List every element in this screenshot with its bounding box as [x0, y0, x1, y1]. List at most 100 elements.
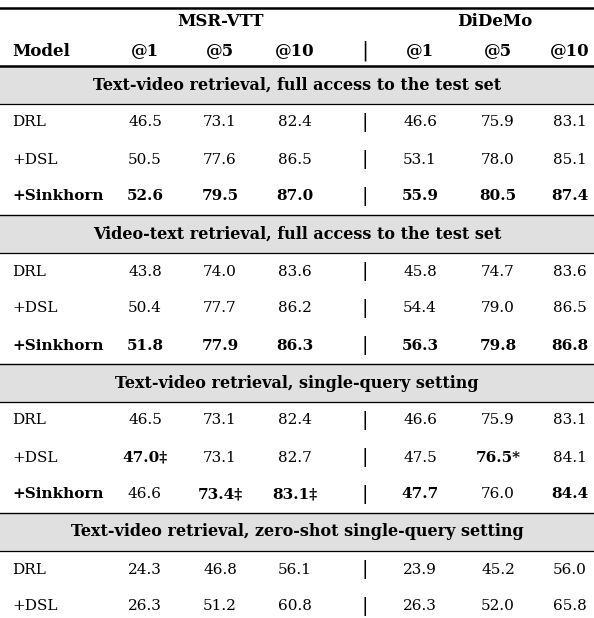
Text: 53.1: 53.1: [403, 153, 437, 166]
Text: 83.1: 83.1: [553, 413, 587, 428]
Text: 86.5: 86.5: [278, 153, 312, 166]
Text: 83.6: 83.6: [278, 265, 312, 279]
Text: @5: @5: [206, 43, 234, 59]
Text: 56.0: 56.0: [553, 562, 587, 577]
Bar: [0, 364, 594, 402]
Text: 46.6: 46.6: [128, 488, 162, 501]
Text: 86.5: 86.5: [553, 302, 587, 316]
Text: 54.4: 54.4: [403, 302, 437, 316]
Text: 52.6: 52.6: [127, 190, 163, 203]
Text: 86.2: 86.2: [278, 302, 312, 316]
Text: 47.5: 47.5: [403, 451, 437, 465]
Text: 87.4: 87.4: [551, 190, 589, 203]
Text: +Sinkhorn: +Sinkhorn: [12, 488, 103, 501]
Text: @10: @10: [550, 43, 590, 59]
Text: 56.3: 56.3: [402, 339, 438, 352]
Text: |: |: [362, 448, 368, 467]
Text: 47.0‡: 47.0‡: [122, 451, 168, 465]
Text: 43.8: 43.8: [128, 265, 162, 279]
Text: 85.1: 85.1: [553, 153, 587, 166]
Text: 47.7: 47.7: [402, 488, 438, 501]
Text: MSR-VTT: MSR-VTT: [177, 14, 263, 30]
Text: 50.5: 50.5: [128, 153, 162, 166]
Text: |: |: [362, 485, 368, 504]
Text: 45.8: 45.8: [403, 265, 437, 279]
Text: @1: @1: [406, 43, 434, 59]
Text: 46.6: 46.6: [403, 116, 437, 130]
Text: |: |: [362, 597, 368, 616]
Text: DRL: DRL: [12, 265, 46, 279]
Text: 80.5: 80.5: [479, 190, 517, 203]
Text: Text-video retrieval, zero-shot single-query setting: Text-video retrieval, zero-shot single-q…: [71, 523, 523, 541]
Text: 73.1: 73.1: [203, 413, 237, 428]
Text: |: |: [362, 411, 368, 430]
Bar: [0, 215, 594, 253]
Text: 60.8: 60.8: [278, 599, 312, 614]
Text: 23.9: 23.9: [403, 562, 437, 577]
Text: |: |: [361, 41, 368, 61]
Text: +DSL: +DSL: [12, 599, 58, 614]
Text: |: |: [362, 150, 368, 169]
Bar: [0, 66, 594, 104]
Text: 52.0: 52.0: [481, 599, 515, 614]
Text: 82.4: 82.4: [278, 413, 312, 428]
Text: 77.9: 77.9: [201, 339, 239, 352]
Text: 83.6: 83.6: [553, 265, 587, 279]
Text: |: |: [362, 299, 368, 318]
Text: 45.2: 45.2: [481, 562, 515, 577]
Text: 65.8: 65.8: [553, 599, 587, 614]
Text: Text-video retrieval, full access to the test set: Text-video retrieval, full access to the…: [93, 77, 501, 93]
Text: 82.7: 82.7: [278, 451, 312, 465]
Text: 56.1: 56.1: [278, 562, 312, 577]
Text: @1: @1: [131, 43, 159, 59]
Text: 51.2: 51.2: [203, 599, 237, 614]
Text: 84.4: 84.4: [551, 488, 589, 501]
Text: 79.0: 79.0: [481, 302, 515, 316]
Bar: [0, 513, 594, 551]
Text: +DSL: +DSL: [12, 302, 58, 316]
Text: +Sinkhorn: +Sinkhorn: [12, 339, 103, 352]
Text: |: |: [362, 336, 368, 355]
Text: 73.1: 73.1: [203, 451, 237, 465]
Text: 83.1: 83.1: [553, 116, 587, 130]
Text: Text-video retrieval, single-query setting: Text-video retrieval, single-query setti…: [115, 375, 479, 391]
Text: @10: @10: [275, 43, 315, 59]
Text: 50.4: 50.4: [128, 302, 162, 316]
Text: |: |: [362, 262, 368, 281]
Text: 79.5: 79.5: [201, 190, 239, 203]
Text: 51.8: 51.8: [127, 339, 163, 352]
Text: DRL: DRL: [12, 116, 46, 130]
Text: 55.9: 55.9: [402, 190, 438, 203]
Text: 74.7: 74.7: [481, 265, 515, 279]
Text: +DSL: +DSL: [12, 451, 58, 465]
Text: 74.0: 74.0: [203, 265, 237, 279]
Text: DiDeMo: DiDeMo: [457, 14, 533, 30]
Text: 82.4: 82.4: [278, 116, 312, 130]
Text: DRL: DRL: [12, 413, 46, 428]
Text: 46.5: 46.5: [128, 413, 162, 428]
Text: DRL: DRL: [12, 562, 46, 577]
Text: 46.5: 46.5: [128, 116, 162, 130]
Text: 83.1‡: 83.1‡: [273, 488, 318, 501]
Text: 77.7: 77.7: [203, 302, 237, 316]
Text: 78.0: 78.0: [481, 153, 515, 166]
Text: 84.1: 84.1: [553, 451, 587, 465]
Text: 76.5*: 76.5*: [476, 451, 520, 465]
Text: |: |: [362, 560, 368, 579]
Text: 46.6: 46.6: [403, 413, 437, 428]
Text: 24.3: 24.3: [128, 562, 162, 577]
Text: 73.1: 73.1: [203, 116, 237, 130]
Text: 86.8: 86.8: [551, 339, 589, 352]
Text: +Sinkhorn: +Sinkhorn: [12, 190, 103, 203]
Text: 75.9: 75.9: [481, 413, 515, 428]
Text: |: |: [362, 187, 368, 206]
Text: +DSL: +DSL: [12, 153, 58, 166]
Text: 87.0: 87.0: [276, 190, 314, 203]
Text: 86.3: 86.3: [276, 339, 314, 352]
Text: 79.8: 79.8: [479, 339, 517, 352]
Text: |: |: [362, 113, 368, 132]
Text: 46.8: 46.8: [203, 562, 237, 577]
Text: 75.9: 75.9: [481, 116, 515, 130]
Text: 26.3: 26.3: [403, 599, 437, 614]
Text: Video-text retrieval, full access to the test set: Video-text retrieval, full access to the…: [93, 226, 501, 242]
